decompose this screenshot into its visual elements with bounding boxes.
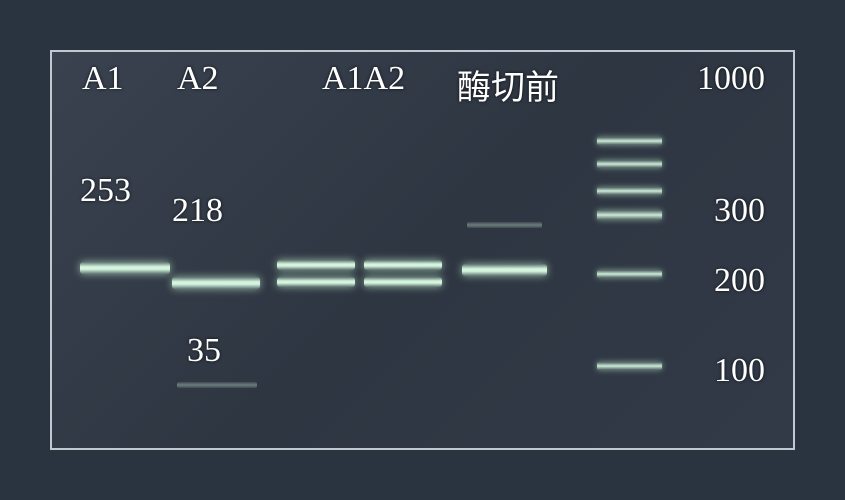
marker-label-300: 300 xyxy=(714,192,765,230)
ladder-band-5 xyxy=(597,362,662,370)
band-a1a2b-upper xyxy=(364,260,442,270)
size-label-253: 253 xyxy=(80,172,131,210)
ladder-band-4 xyxy=(597,270,662,278)
band-a1a2a-lower xyxy=(277,277,355,287)
band-a1-253 xyxy=(80,262,170,274)
band-a1a2b-lower xyxy=(364,277,442,287)
band-a1a2a-upper xyxy=(277,260,355,270)
marker-label-200: 200 xyxy=(714,262,765,300)
lane-label-a2: A2 xyxy=(177,60,219,98)
lane-label-a1a2: A1A2 xyxy=(322,60,405,98)
band-a2-218 xyxy=(172,277,260,289)
band-uncut xyxy=(462,264,547,276)
band-a2-35 xyxy=(177,382,257,388)
ladder-band-3 xyxy=(597,210,662,220)
size-label-35: 35 xyxy=(187,332,221,370)
ladder-band-2 xyxy=(597,187,662,195)
band-uncut-faint xyxy=(467,222,542,228)
ladder-band-0 xyxy=(597,137,662,145)
lane-label-a1: A1 xyxy=(82,60,124,98)
marker-label-1000: 1000 xyxy=(697,60,765,98)
gel-image: A1 A2 A1A2 酶切前 1000 300 200 100 253 218 … xyxy=(50,50,795,450)
lane-label-uncut: 酶切前 xyxy=(457,60,559,109)
marker-label-100: 100 xyxy=(714,352,765,390)
size-label-218: 218 xyxy=(172,192,223,230)
ladder-band-1 xyxy=(597,160,662,168)
